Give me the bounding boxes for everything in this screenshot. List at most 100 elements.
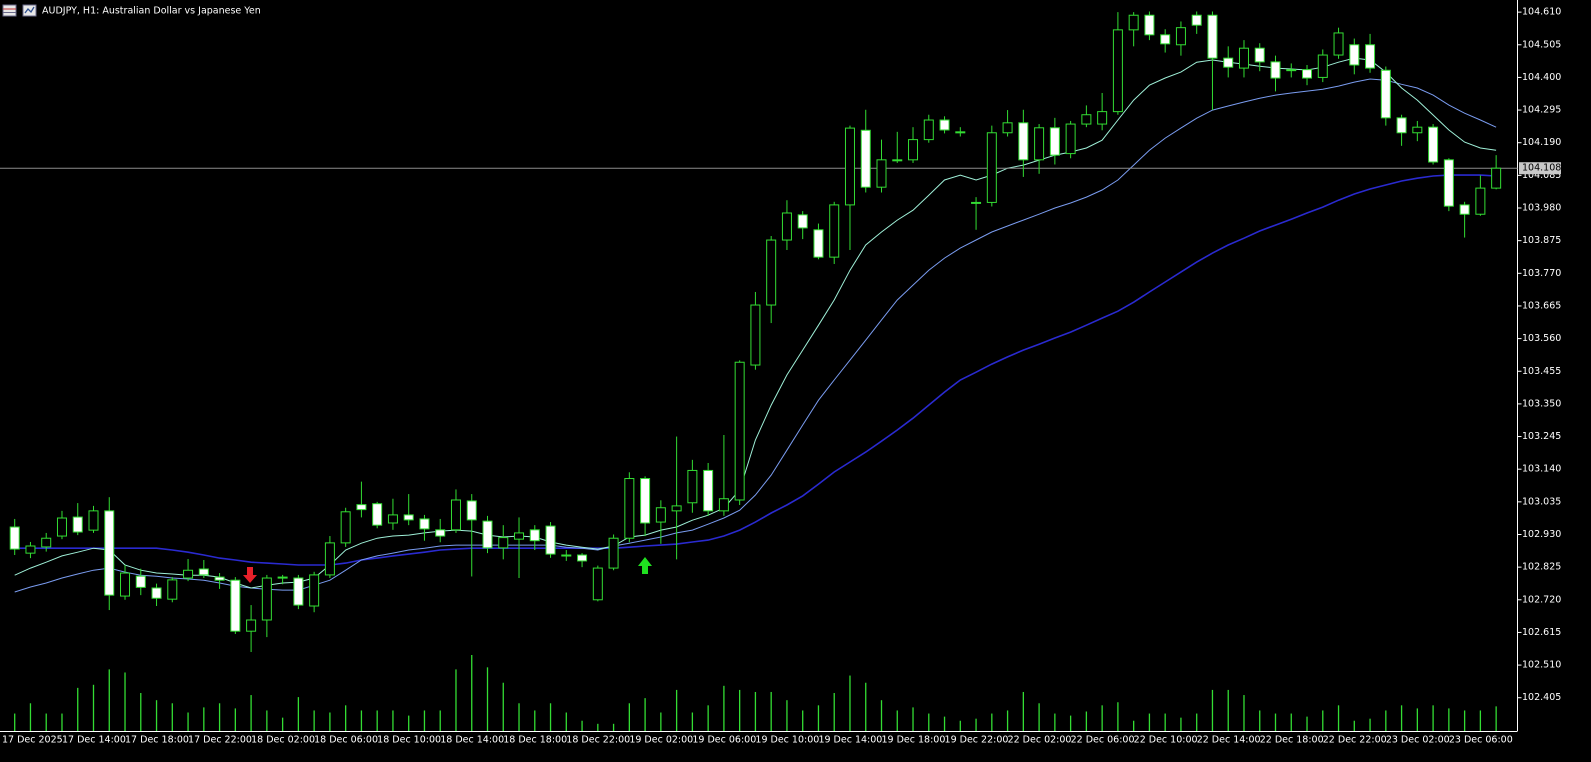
x-tick-label: 19 Dec 10:00 <box>755 735 819 746</box>
candle-body <box>718 498 729 512</box>
candle-body <box>1443 159 1454 207</box>
x-tick-label: 18 Dec 06:00 <box>314 735 378 746</box>
candle-body <box>844 127 855 206</box>
candle-body <box>640 478 651 524</box>
y-tick-label: 103.875 <box>1522 235 1561 246</box>
candle-body <box>592 567 603 601</box>
candle-body <box>608 537 619 569</box>
candle-body <box>750 304 761 366</box>
candle-body <box>167 579 178 600</box>
x-tick-label: 22 Dec 10:00 <box>1134 735 1198 746</box>
candle-body <box>1223 57 1234 68</box>
y-tick-label: 104.295 <box>1522 105 1561 116</box>
y-tick-label: 103.455 <box>1522 366 1561 377</box>
candle-body <box>466 500 477 521</box>
candle-body <box>1049 127 1060 156</box>
y-tick-label: 102.405 <box>1522 692 1561 703</box>
candle-body <box>277 576 288 579</box>
candle-body <box>72 516 83 533</box>
buy-arrow <box>638 557 652 574</box>
ma-layer <box>14 57 1497 593</box>
candle-body <box>908 139 919 161</box>
candle-body <box>1191 14 1202 26</box>
x-tick-label: 19 Dec 14:00 <box>818 735 882 746</box>
candle-body <box>340 511 351 544</box>
candle-body <box>986 132 997 203</box>
x-tick-label: 18 Dec 22:00 <box>566 735 630 746</box>
current-price-label: 104.108 <box>1522 163 1561 174</box>
candle-body <box>151 587 162 599</box>
candle-body <box>1081 114 1092 125</box>
candle-body <box>514 532 525 540</box>
y-tick-label: 102.615 <box>1522 627 1561 638</box>
x-tick-label: 19 Dec 18:00 <box>882 735 946 746</box>
candle-body <box>1380 69 1391 119</box>
y-tick-label: 102.720 <box>1522 594 1561 605</box>
x-tick-label: 17 Dec 14:00 <box>62 735 126 746</box>
candle-body <box>1207 14 1218 59</box>
candle-body <box>577 554 588 562</box>
candle-body <box>261 577 272 621</box>
candle-body <box>1254 47 1265 63</box>
y-tick-label: 103.980 <box>1522 203 1561 214</box>
y-tick-label: 102.825 <box>1522 562 1561 573</box>
x-tick-label: 22 Dec 02:00 <box>1008 735 1072 746</box>
candle-body <box>1412 126 1423 134</box>
icon-table <box>2 4 17 17</box>
candle-body <box>482 520 493 549</box>
candle-body <box>860 129 871 188</box>
x-tick-label: 22 Dec 06:00 <box>1071 735 1135 746</box>
sell-arrow <box>243 567 257 583</box>
volume-layer <box>14 655 1497 731</box>
candle-body <box>766 239 777 306</box>
y-tick-label: 104.610 <box>1522 7 1561 18</box>
candle-body <box>529 529 540 542</box>
candle-body <box>545 525 556 555</box>
candle-body <box>419 518 430 530</box>
candle-body <box>246 619 257 632</box>
y-tick-label: 102.930 <box>1522 529 1561 540</box>
x-tick-label: 22 Dec 22:00 <box>1323 735 1387 746</box>
candle-body <box>797 214 808 229</box>
icon-line <box>24 6 35 14</box>
candle-body <box>923 119 934 141</box>
candle-body <box>1002 122 1013 134</box>
candle-body <box>1396 117 1407 134</box>
x-tick-label: 17 Dec 22:00 <box>188 735 252 746</box>
candle-body <box>88 510 99 531</box>
candle-body <box>671 505 682 512</box>
candle-body <box>1302 69 1313 79</box>
candle-body <box>781 212 792 241</box>
x-tick-label: 18 Dec 10:00 <box>377 735 441 746</box>
candle-body <box>955 131 966 134</box>
symbol-icons <box>2 4 37 17</box>
current-price-box <box>1519 162 1561 175</box>
candle-body <box>687 469 698 504</box>
candle-body <box>324 542 335 576</box>
x-tick-label: 23 Dec 06:00 <box>1449 735 1513 746</box>
chart-title: AUDJPY, H1: Australian Dollar vs Japanes… <box>42 6 261 17</box>
candle-body <box>1286 69 1297 72</box>
x-tick-label: 22 Dec 14:00 <box>1197 735 1261 746</box>
candle-body <box>876 159 887 188</box>
x-tick-label: 18 Dec 14:00 <box>440 735 504 746</box>
candle-body <box>214 576 225 581</box>
candle-body <box>9 526 20 550</box>
candle-body <box>939 119 950 131</box>
moving-average <box>14 57 1497 589</box>
candle-body <box>1317 54 1328 78</box>
candle-body <box>1459 204 1470 215</box>
candle-body <box>25 545 36 554</box>
y-tick-label: 103.245 <box>1522 431 1561 442</box>
candle-body <box>1112 29 1123 113</box>
candle-body <box>624 478 635 539</box>
candle-body <box>1270 61 1281 79</box>
moving-average <box>14 174 1497 566</box>
candle-body <box>1175 27 1186 46</box>
candle-body <box>1097 111 1108 125</box>
x-tick-label: 19 Dec 22:00 <box>945 735 1009 746</box>
candle-layer <box>9 11 1502 653</box>
candle-body <box>41 537 52 548</box>
